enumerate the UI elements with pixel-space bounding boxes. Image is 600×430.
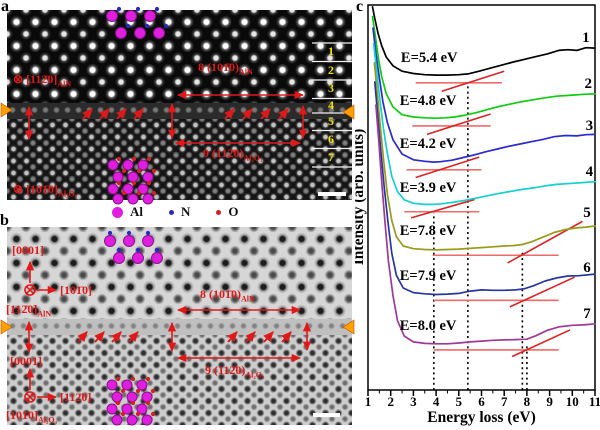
panel-a-zone-axis-aln-label: ⊗ [112̄0]AlN	[13, 72, 72, 89]
spectrum-line-5	[373, 61, 596, 251]
x-tick-label: 3	[410, 394, 417, 409]
layer-number-1: 1	[328, 44, 334, 58]
n-atom-icon	[169, 209, 174, 215]
layer-number-2: 2	[328, 63, 334, 77]
spectrum-number-3: 3	[586, 118, 594, 134]
legend-item-n: N	[169, 204, 190, 220]
panel-c-letter: c	[356, 0, 364, 15]
spectrum-number-7: 7	[583, 306, 591, 322]
x-tick-label: 2	[387, 394, 394, 409]
bandgap-fit-line-3	[415, 156, 480, 179]
x-tick-label: 9	[546, 394, 553, 409]
panel-b-horizontal-direction-sapphire: [112̄0]	[60, 390, 92, 404]
panel-b-letter: b	[0, 212, 9, 229]
x-tick-label: 7	[501, 394, 508, 409]
onset-label-7: E=8.0 eV	[400, 318, 457, 334]
panel-a-sapphire-lattice	[7, 119, 352, 200]
bandgap-fit-line-5	[507, 220, 583, 264]
onset-label-5: E=7.8 eV	[400, 223, 457, 239]
layer-number-4: 4	[328, 98, 334, 112]
panel-b-interface-band	[7, 319, 352, 335]
x-tick-label: 11	[589, 394, 600, 409]
x-tick-label: 8	[524, 394, 531, 409]
spectrum-line-7	[375, 104, 596, 345]
x-tick-label: 1	[365, 394, 372, 409]
panel-a-aln-lattice	[7, 10, 352, 103]
spectrum-number-5: 5	[583, 205, 591, 221]
bandgap-fit-line-6	[509, 276, 575, 308]
onset-label-1: E=5.4 eV	[401, 50, 458, 66]
layer-number-6: 6	[328, 132, 334, 146]
panel-a-letter: a	[1, 0, 9, 15]
x-tick-label: 4	[433, 394, 440, 409]
panel-b-aln-plane-count-label: 8 (101̄0)AlN	[200, 287, 255, 304]
onset-label-6: E=7.9 eV	[400, 268, 457, 284]
x-tick-label: 10	[566, 394, 579, 409]
circled-cross-icon: ⊗	[13, 72, 24, 86]
panel-a-zone-axis-sapphire-label: ⊗ [101̄0]Al₂O₃	[13, 182, 78, 199]
spectrum-number-6: 6	[583, 260, 591, 276]
panel-a-aln-plane-count-label: 8 (101̄0)AlN	[198, 60, 253, 77]
x-axis-title: Energy loss (eV)	[427, 409, 536, 426]
legend-item-al: Al	[112, 204, 143, 220]
bandgap-fit-line-1	[441, 70, 505, 93]
panel-b-sapphire-lattice	[7, 335, 352, 425]
panel-b-zone-axis-sapphire-label: [101̄0]Al₂O₃	[6, 408, 58, 425]
bandgap-fit-line-4	[410, 198, 475, 219]
spectrum-line-1	[371, 6, 596, 76]
panel-a-sapphire-plane-count-label: 9 (112̄0)Al₂O₃	[203, 146, 263, 163]
panel-b-c-axis-label-sapphire: [0001]	[10, 354, 42, 368]
onset-label-2: E=4.8 eV	[400, 93, 457, 109]
panel-b-abf-image	[7, 227, 352, 425]
spectrum-line-4	[372, 42, 596, 206]
legend-item-o: O	[216, 204, 239, 220]
layer-number-5: 5	[328, 114, 334, 128]
spectrum-number-1: 1	[582, 30, 590, 46]
atom-legend: Al N O	[112, 203, 265, 221]
layer-number-7: 7	[328, 150, 334, 164]
layer-number-3: 3	[328, 81, 334, 95]
onset-label-4: E=3.9 eV	[400, 180, 457, 196]
bandgap-fit-line-7	[511, 329, 571, 358]
bandgap-fit-line-2	[426, 113, 491, 136]
spectrum-number-4: 4	[586, 164, 594, 180]
x-tick-label: 5	[456, 394, 463, 409]
panel-b-zone-axis-aln-label: [112̄0]AlN	[6, 302, 52, 319]
onset-label-3: E=4.2 eV	[400, 136, 457, 152]
panel-b-c-axis-label-aln: [0001]	[12, 243, 44, 257]
y-axis-title: Intensity (arb. units)	[355, 129, 367, 266]
panel-b-aln-lattice	[7, 227, 352, 319]
panel-a-interface-band	[7, 103, 352, 119]
panel-a-haadf-image	[7, 10, 352, 200]
panel-b-horizontal-direction-aln: [101̄0]	[60, 283, 92, 297]
circled-cross-icon: ⊗	[13, 182, 24, 196]
o-atom-icon	[216, 209, 222, 215]
spectrum-line-6	[373, 81, 596, 296]
x-tick-label: 6	[478, 394, 485, 409]
spectrum-line-2	[371, 15, 596, 120]
spectrum-line-3	[372, 27, 596, 163]
al-atom-icon	[112, 206, 123, 218]
panel-b-sapphire-plane-count-label: 9 (112̄0)Al₂O₃	[205, 363, 265, 380]
spectrum-number-2: 2	[584, 76, 592, 92]
